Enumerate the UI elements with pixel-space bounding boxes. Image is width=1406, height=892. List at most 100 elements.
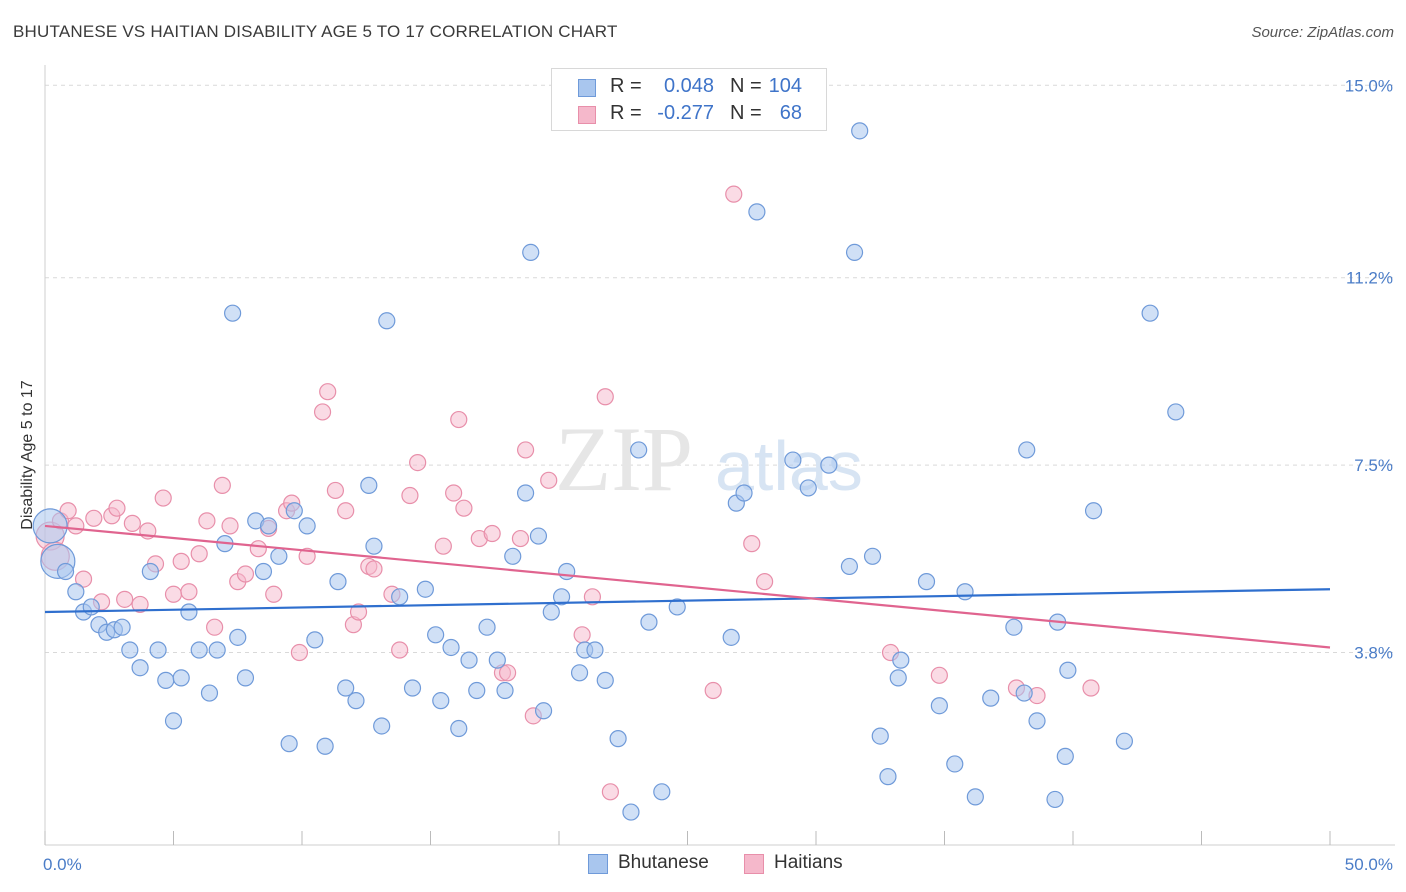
bhutanese-point [306, 631, 324, 649]
bhutanese-point [432, 692, 450, 710]
bhutanese-point [496, 681, 514, 700]
bhutanese-point [748, 203, 766, 221]
haitians-point [434, 537, 452, 555]
bhutanese-point [640, 613, 658, 631]
bhutanese-point [172, 669, 190, 687]
haitians-point [326, 481, 345, 500]
bhutanese-point [224, 304, 242, 322]
haitians-point [445, 484, 463, 502]
legend-r-label: R = [610, 75, 642, 97]
bhutanese-point [67, 583, 85, 601]
bhutanese-point [1167, 403, 1185, 421]
haitians-point [391, 641, 409, 659]
bhutanese-point [1115, 732, 1134, 750]
chart-title: BHUTANESE VS HAITIAN DISABILITY AGE 5 TO… [13, 22, 618, 41]
watermark: ZIP atlas [555, 408, 863, 510]
bhutanese-point [863, 547, 882, 565]
trend-lines [44, 524, 1331, 649]
legend-row-bhutanese: R = 0.048 N = 104 [552, 75, 826, 101]
haitians-point [349, 603, 368, 621]
bhutanese-point [956, 583, 974, 601]
bhutanese-point [298, 517, 316, 535]
haitians-point [319, 383, 337, 401]
bhutanese-point [722, 628, 740, 646]
y-tick-label: 15.0% [1345, 76, 1393, 95]
bhutanese-legend-label: Bhutanese [618, 852, 709, 873]
haitians-point [337, 502, 355, 520]
axes [44, 65, 1395, 846]
bhutanese-point [529, 527, 548, 545]
bhutanese-point [113, 618, 131, 636]
haitians-point [154, 489, 172, 507]
bhutanese-point [403, 679, 422, 697]
haitians-point [85, 509, 103, 527]
legend-n-value: 104 [768, 75, 802, 97]
bhutanese-points [32, 122, 1185, 821]
x-tick-label: 50.0% [1345, 855, 1393, 874]
bhutanese-point [966, 788, 984, 806]
y-tick-label: 7.5% [1354, 456, 1393, 475]
haitians-point [131, 595, 149, 614]
haitians-point [499, 664, 517, 682]
bhutanese-point [845, 243, 864, 262]
bhutanese-point [316, 737, 334, 755]
bhutanese-point [946, 755, 964, 773]
haitians-point [930, 666, 948, 684]
haitians-point [540, 471, 558, 489]
bhutanese-point [735, 484, 753, 502]
legend-r-value: -0.277 [657, 102, 714, 124]
haitians-point [401, 486, 419, 505]
haitians-point [483, 524, 501, 543]
bhutanese-point [871, 727, 889, 745]
bhutanese-point [391, 588, 409, 606]
bhutanese-point [488, 651, 506, 669]
bhutanese-point [892, 651, 910, 669]
haitians-legend-label: Haitians [774, 852, 843, 873]
bhutanese-point [450, 719, 468, 738]
bhutanese-point [982, 689, 1000, 707]
legend-n-label: N = [730, 75, 762, 97]
haitians-point [213, 476, 231, 494]
bhutanese-point [208, 641, 226, 659]
bhutanese-point [442, 638, 460, 657]
bhutanese-point [586, 641, 604, 659]
haitians-point [190, 545, 208, 563]
bhutanese-point [622, 803, 640, 821]
bhutanese-trend-line [44, 588, 1331, 614]
haitians-point [206, 618, 224, 636]
haitians-point [265, 585, 283, 603]
haitians-trend-line [44, 524, 1331, 649]
bhutanese-point [534, 702, 553, 720]
bhutanese-point [468, 681, 486, 700]
haitians-point [450, 410, 468, 429]
bhutanese-point [157, 671, 175, 689]
haitians-point [725, 185, 743, 203]
haitians-point [221, 517, 239, 535]
haitians-point [249, 540, 267, 558]
bhutanese-point [280, 735, 298, 753]
haitians-point [601, 783, 620, 801]
bhutanese-point [1046, 790, 1064, 809]
bhutanese-point [121, 641, 139, 659]
haitians-point [198, 512, 216, 530]
watermark-zip: ZIP [555, 408, 693, 510]
legend-n-label: N = [730, 102, 762, 124]
bhutanese-point [365, 537, 383, 555]
y-tick-label: 3.8% [1354, 644, 1393, 663]
bhutanese-point [373, 717, 391, 735]
haitians-point [74, 570, 93, 588]
haitians-point [236, 565, 255, 583]
tick-labels: 3.8% 7.5% 11.2% 15.0% 0.0% 50.0% [43, 76, 1393, 874]
bhutanese-point [917, 573, 936, 591]
haitians-point [290, 643, 309, 662]
haitians-point [511, 529, 530, 548]
legend-r-value: 0.048 [663, 75, 714, 97]
bhutanese-point [347, 692, 365, 710]
bhutanese-point [784, 451, 802, 469]
bhutanese-point [504, 547, 522, 565]
bhutanese-point [840, 557, 859, 576]
bhutanese-swatch [578, 79, 596, 97]
bhutanese-point [570, 664, 589, 682]
bhutanese-point [229, 628, 247, 646]
